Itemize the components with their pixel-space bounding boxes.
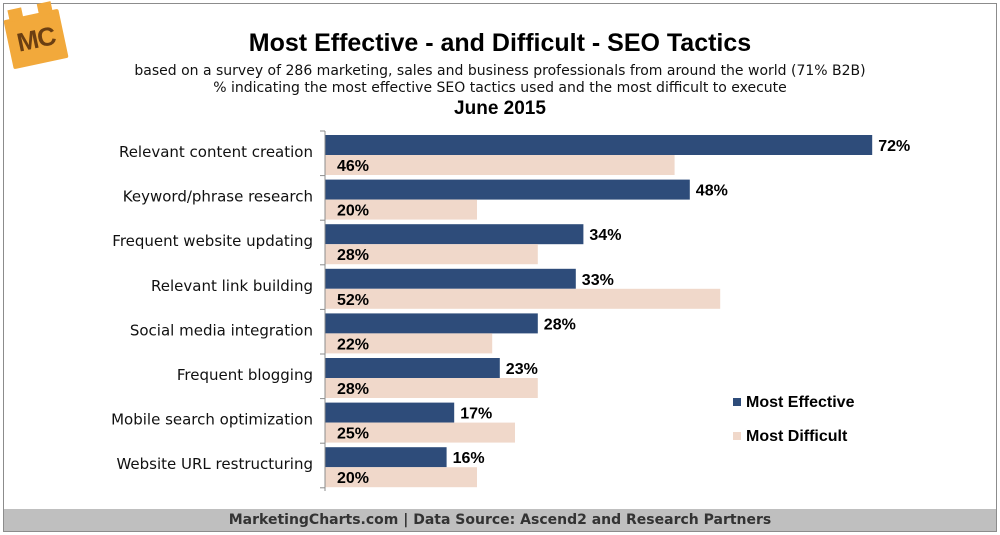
data-label: 52% xyxy=(337,292,369,309)
data-label: 34% xyxy=(589,227,621,244)
data-label: 22% xyxy=(337,336,369,353)
bar-most-difficult xyxy=(325,333,493,354)
data-label: 17% xyxy=(460,406,492,423)
data-label: 20% xyxy=(337,470,369,487)
data-label: 48% xyxy=(696,183,728,200)
bar-most-effective xyxy=(325,135,873,155)
data-label: 23% xyxy=(506,361,538,378)
data-label: 20% xyxy=(337,203,369,220)
category-label: Social media integration xyxy=(130,321,313,339)
chart-frame xyxy=(3,3,997,532)
bar-most-effective xyxy=(325,313,538,334)
bar-most-difficult xyxy=(325,244,538,265)
bar-most-effective xyxy=(325,447,447,468)
chart-subtitle-description: % indicating the most effective SEO tact… xyxy=(213,80,787,96)
bar-most-difficult xyxy=(325,378,538,398)
bar-most-effective xyxy=(325,268,576,289)
data-label: 28% xyxy=(337,381,369,398)
data-label: 25% xyxy=(337,426,369,443)
legend-label: Most Effective xyxy=(746,394,855,411)
category-label: Mobile search optimization xyxy=(111,411,313,429)
bar-most-effective xyxy=(325,224,584,245)
data-label: 28% xyxy=(544,316,576,333)
chart-title: Most Effective - and Difficult - SEO Tac… xyxy=(248,29,752,57)
bar-most-difficult xyxy=(325,288,721,309)
category-label: Frequent website updating xyxy=(112,232,313,250)
category-label: Relevant content creation xyxy=(119,143,313,161)
data-label: 16% xyxy=(453,450,485,467)
bar-most-difficult xyxy=(325,422,515,443)
data-label: 28% xyxy=(337,247,369,264)
legend-label: Most Difficult xyxy=(746,428,848,445)
data-label: 72% xyxy=(878,138,910,155)
bar-most-difficult xyxy=(325,199,477,220)
category-label: Website URL restructuring xyxy=(116,455,313,473)
category-label: Frequent blogging xyxy=(177,366,313,384)
bar-most-difficult xyxy=(325,155,675,175)
category-label: Relevant link building xyxy=(151,277,313,295)
legend-swatch xyxy=(733,432,741,440)
bar-most-difficult xyxy=(325,467,477,488)
source-footer: MarketingCharts.com | Data Source: Ascen… xyxy=(4,509,996,531)
legend-swatch xyxy=(733,398,741,406)
bar-most-effective xyxy=(325,358,500,378)
data-label: 46% xyxy=(337,158,369,175)
chart-date: June 2015 xyxy=(454,98,546,119)
bar-most-effective xyxy=(325,402,455,423)
chart-subtitle-survey: based on a survey of 286 marketing, sale… xyxy=(134,63,866,79)
category-label: Keyword/phrase research xyxy=(123,188,313,206)
data-label: 33% xyxy=(582,272,614,289)
bar-most-effective xyxy=(325,179,690,200)
